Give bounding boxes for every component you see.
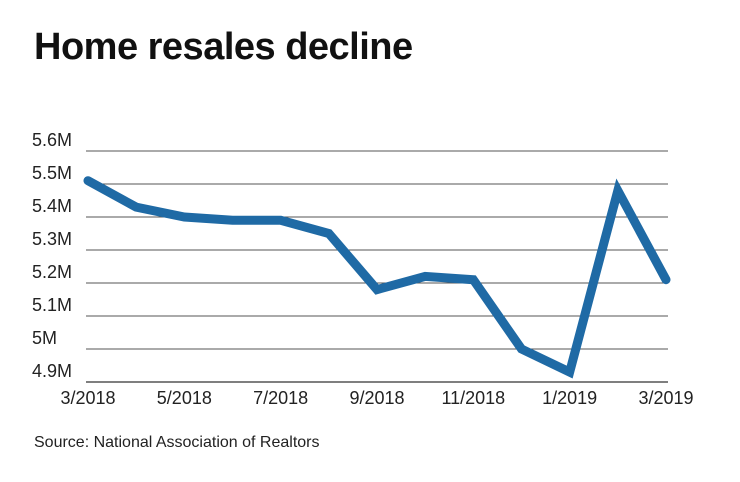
- chart-title: Home resales decline: [34, 26, 413, 68]
- x-tick-label: 11/2018: [441, 388, 505, 408]
- x-tick-label: 3/2018: [60, 388, 115, 408]
- series-group: [83, 176, 671, 379]
- x-tick-label: 1/2019: [542, 388, 597, 408]
- data-point: [183, 216, 185, 218]
- y-tick-label: 5.2M: [32, 262, 72, 282]
- y-tick-label: 5M: [32, 328, 57, 348]
- data-point: [280, 219, 282, 221]
- data-point: [424, 275, 426, 277]
- x-tick-label: 3/2019: [638, 388, 693, 408]
- gridlines: [86, 150, 668, 383]
- data-point: [665, 279, 667, 281]
- data-point: [328, 233, 330, 234]
- x-tick-label: 5/2018: [157, 388, 212, 408]
- data-point: [617, 190, 619, 192]
- y-tick-label: 5.4M: [32, 196, 72, 216]
- x-tick-label: 9/2018: [349, 388, 404, 408]
- data-point: [87, 180, 89, 182]
- y-axis-ticks: 4.9M 5M 5.1M 5.2M 5.3M 5.4M 5.5M 5.6M: [32, 130, 72, 381]
- x-tick-label: 7/2018: [253, 388, 308, 408]
- y-tick-label: 5.1M: [32, 295, 72, 315]
- data-point: [135, 206, 137, 208]
- data-point: [376, 289, 378, 291]
- x-axis-ticks: 3/2018 5/2018 7/2018 9/2018 11/2018 1/2019 3/2…: [60, 388, 693, 408]
- y-tick-label: 4.9M: [32, 361, 72, 381]
- data-point: [521, 348, 522, 350]
- data-point: [569, 371, 571, 373]
- y-tick-label: 5.6M: [32, 130, 72, 150]
- data-point: [232, 219, 233, 221]
- y-tick-label: 5.5M: [32, 163, 72, 183]
- source-note: Source: National Association of Realtors: [34, 434, 320, 451]
- y-tick-label: 5.3M: [32, 229, 72, 249]
- data-point: [472, 279, 474, 281]
- series-line: [83, 176, 671, 379]
